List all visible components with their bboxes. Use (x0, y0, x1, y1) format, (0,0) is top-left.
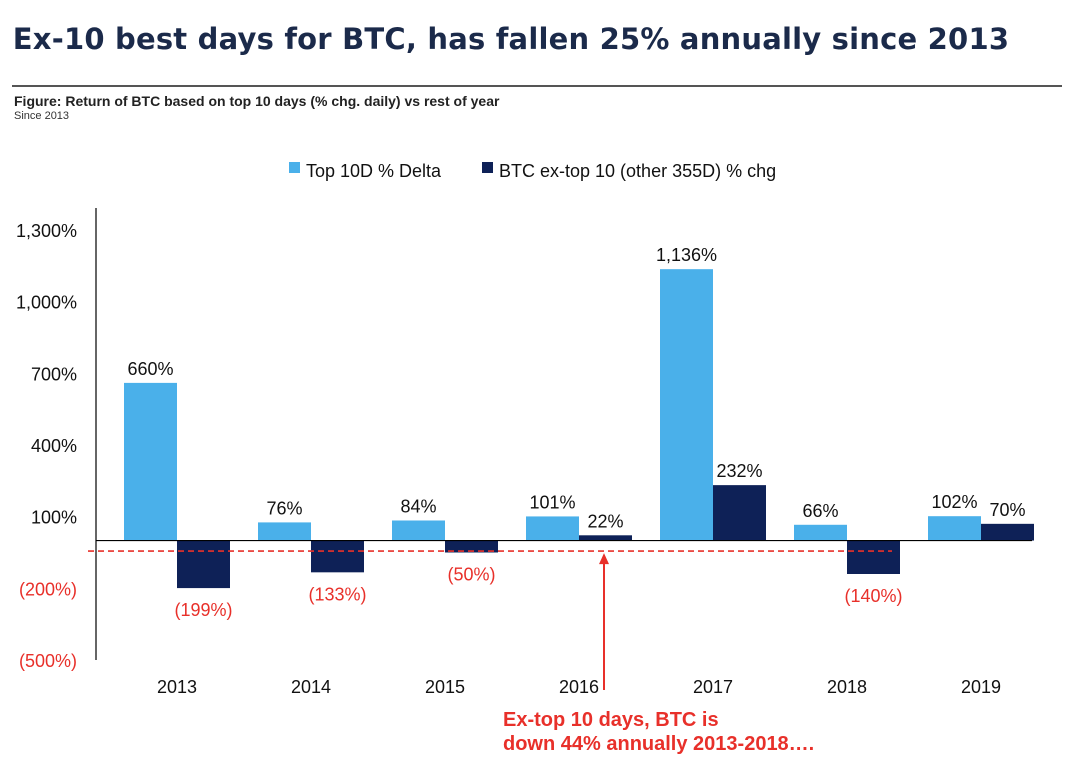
chart-legend: Top 10D % Delta BTC ex-top 10 (other 355D… (289, 161, 776, 181)
chart-title: Ex-10 best days for BTC, has fallen 25% … (12, 22, 1010, 56)
top10-bar-2018 (794, 524, 847, 541)
ex-top10-label-2016: 22% (587, 511, 623, 531)
ex-top10-label-2019: 70% (989, 500, 1025, 520)
ex-top10-bar-2015 (445, 540, 498, 553)
annotation-line-1: Ex-top 10 days, BTC is (503, 709, 719, 731)
x-axis: 2013 2014 2015 2016 2017 2018 2019 (96, 539, 1032, 697)
top10-label-2017: 1,136% (656, 245, 717, 265)
top10-bar-2013 (124, 382, 177, 541)
legend-swatch-2 (482, 162, 493, 173)
x-tick-label-2014: 2014 (291, 677, 331, 697)
annotation-lines (88, 550, 892, 690)
y-axis: 1,300% 1,000% 700% 400% 100% (200%) (500%) (16, 208, 97, 671)
top10-bar-2014 (258, 522, 311, 541)
y-tick-label: 1,000% (16, 293, 77, 313)
annotation-text: Ex-top 10 days, BTC is down 44% annually… (503, 708, 814, 756)
annotation-arrow-head (599, 553, 609, 565)
y-tick-label: 100% (31, 508, 77, 528)
figure-caption: Figure: Return of BTC based on top 10 da… (14, 93, 500, 109)
x-tick-label-2015: 2015 (425, 677, 465, 697)
ex-top10-bar-2014 (311, 540, 364, 573)
y-tick-label: 700% (31, 364, 77, 384)
top10-label-2018: 66% (802, 501, 838, 521)
x-tick-label-2017: 2017 (693, 677, 733, 697)
ex-top10-label-2013: (199%) (174, 600, 232, 620)
ex-top10-label-2015: (50%) (447, 565, 495, 585)
ex-top10-bar-2018 (847, 540, 900, 574)
data-labels: 660% (199%) 76% (133%) 84% (50%) 101% 22% 1,136%… (127, 245, 1025, 620)
ex-top10-label-2017: 232% (716, 461, 762, 481)
ex-top10-bar-2016 (579, 535, 632, 541)
title-divider (12, 85, 1062, 87)
ex-top10-bar-2013 (177, 540, 230, 589)
x-tick-label-2013: 2013 (157, 677, 197, 697)
ex-top10-label-2014: (133%) (308, 584, 366, 604)
top10-label-2019: 102% (931, 492, 977, 512)
top10-label-2015: 84% (400, 496, 436, 516)
top10-label-2014: 76% (266, 498, 302, 518)
y-tick-label: 1,300% (16, 221, 77, 241)
top10-bar-2015 (392, 520, 445, 541)
legend-label-2: BTC ex-top 10 (other 355D) % chg (499, 161, 776, 181)
legend-label-1: Top 10D % Delta (306, 161, 442, 181)
x-tick-label-2018: 2018 (827, 677, 867, 697)
y-tick-label: 400% (31, 436, 77, 456)
ex-top10-bar-2019 (981, 523, 1034, 541)
x-tick-label-2016: 2016 (559, 677, 599, 697)
ex-top10-bar-2017 (713, 485, 766, 541)
y-tick-label: (200%) (19, 579, 77, 599)
y-tick-label: (500%) (19, 651, 77, 671)
top10-label-2016: 101% (529, 492, 575, 512)
top10-bar-2019 (928, 516, 981, 541)
top10-label-2013: 660% (127, 359, 173, 379)
bar-series (124, 269, 1034, 589)
figure-subcaption: Since 2013 (14, 110, 70, 122)
ex-top10-label-2018: (140%) (844, 586, 902, 606)
legend-swatch-1 (289, 162, 300, 173)
top10-bar-2017 (660, 269, 713, 541)
x-tick-label-2019: 2019 (961, 677, 1001, 697)
top10-bar-2016 (526, 516, 579, 541)
annotation-line-2: down 44% annually 2013-2018…. (503, 733, 815, 755)
